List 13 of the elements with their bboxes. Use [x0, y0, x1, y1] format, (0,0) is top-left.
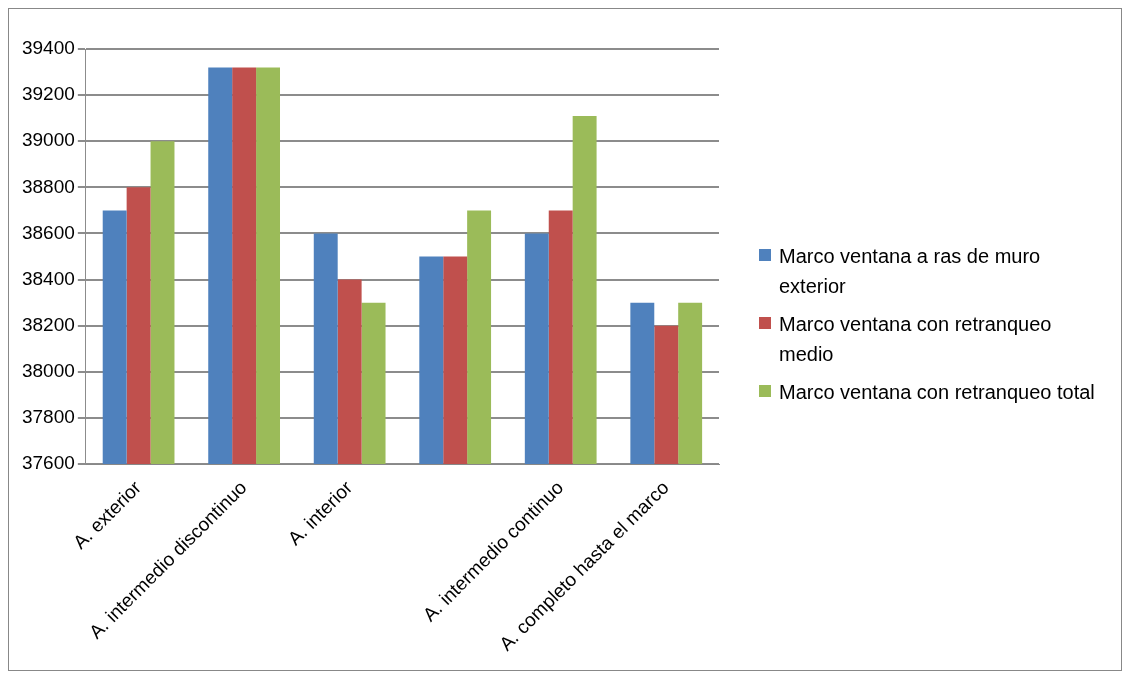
y-tick-label: 37600	[21, 452, 75, 474]
y-tick-label: 39200	[21, 83, 75, 105]
legend-label: Marco ventana con retranqueo total	[779, 380, 1095, 405]
y-tick-label: 39400	[21, 37, 75, 59]
y-tick-label: 37800	[21, 406, 75, 428]
y-tick-label: 38600	[21, 221, 75, 243]
y-tick-label: 38200	[21, 313, 75, 335]
y-tick-label: 38400	[21, 267, 75, 289]
legend-label: Marco ventana a ras de muro exterior	[779, 244, 1042, 299]
y-tick-label: 38800	[21, 175, 75, 197]
y-tick-label: 38000	[21, 360, 75, 382]
y-tick-label: 39000	[21, 129, 75, 151]
legend-label: Marco ventana con retranqueo medio	[779, 312, 1053, 367]
